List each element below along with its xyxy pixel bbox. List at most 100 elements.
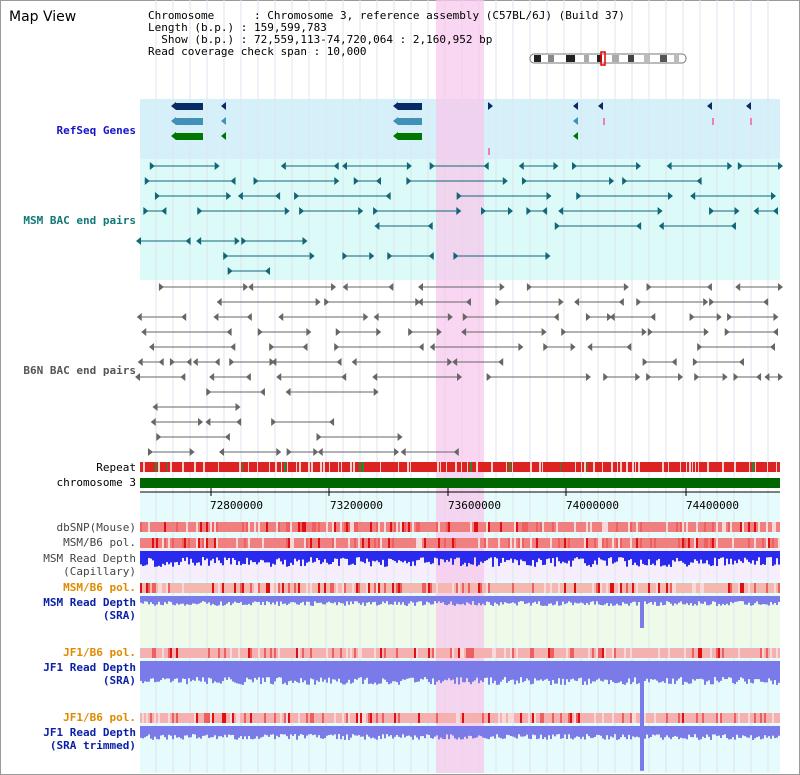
bac-end-marker (574, 298, 580, 306)
heat-cell (350, 522, 352, 532)
bac-end-marker (189, 448, 195, 456)
depth-bar (764, 596, 766, 605)
track-label-msm-depth-capillary[interactable]: MSM Read Depth (Capillary) (43, 552, 136, 578)
depth-bar (500, 661, 502, 682)
track-label-refseq[interactable]: RefSeq Genes (56, 124, 136, 137)
depth-bar (454, 726, 456, 739)
heat-cell (606, 538, 608, 548)
depth-bar (696, 551, 698, 561)
depth-bar (240, 726, 242, 736)
depth-bar (450, 661, 452, 681)
depth-bar (438, 726, 440, 740)
track-label-repeat[interactable]: Repeat (96, 461, 136, 474)
heat-cell (682, 522, 684, 532)
depth-bar (722, 726, 724, 736)
depth-bar (196, 726, 198, 739)
depth-bar (578, 661, 580, 679)
depth-bar (442, 661, 444, 682)
repeat-segment (512, 462, 513, 472)
depth-bar (666, 596, 668, 602)
depth-bar (386, 726, 388, 735)
depth-bar (186, 551, 188, 558)
bac-end-marker (205, 418, 211, 426)
depth-bar (434, 661, 436, 685)
track-label-dbsnp[interactable]: dbSNP(Mouse) (56, 521, 136, 534)
depth-bar (594, 661, 596, 682)
heat-cell (536, 538, 538, 548)
depth-bar (356, 726, 358, 736)
heat-cell (522, 522, 524, 532)
depth-bar (544, 726, 546, 738)
heat-cell (376, 713, 378, 723)
depth-bar (698, 661, 700, 679)
track-label-msm-b6-pol-2[interactable]: MSM/B6 pol. (63, 581, 136, 594)
track-label-jf1-b6-pol-2[interactable]: JF1/B6 pol. (63, 711, 136, 724)
depth-bar (714, 661, 716, 678)
bac-end-marker (224, 433, 230, 441)
track-label-b6n-bac[interactable]: B6N BAC end pairs (23, 364, 136, 377)
depth-bar (164, 661, 166, 680)
depth-bar (624, 661, 626, 685)
refseq-strand-marker (573, 132, 578, 140)
repeat-segment (143, 462, 145, 472)
heat-cell (644, 713, 646, 723)
heat-cell (188, 538, 190, 548)
depth-bar (604, 596, 606, 605)
track-label-jf1-b6-pol-1[interactable]: JF1/B6 pol. (63, 646, 136, 659)
refseq-gene-block (398, 118, 422, 125)
heat-cell (532, 713, 534, 723)
track-label-jf1-depth-sra[interactable]: JF1 Read Depth (SRA) (43, 661, 136, 687)
bac-end-marker (331, 283, 337, 291)
depth-bar (230, 726, 232, 736)
heat-cell (462, 713, 464, 723)
track-label-msm-depth-sra[interactable]: MSM Read Depth (SRA) (43, 596, 136, 622)
depth-bar (498, 726, 500, 738)
depth-bar (182, 551, 184, 558)
depth-bar (312, 726, 314, 736)
depth-bar (556, 596, 558, 602)
depth-bar (250, 596, 252, 606)
bac-end-marker (545, 252, 551, 260)
depth-bar (266, 596, 268, 602)
depth-bar (222, 726, 224, 738)
repeat-segment (698, 462, 699, 472)
heat-cell (184, 538, 186, 548)
track-label-msm-bac[interactable]: MSM BAC end pairs (23, 214, 136, 227)
depth-bar (344, 661, 346, 685)
bac-end-marker (546, 192, 552, 200)
bac-end-marker (143, 207, 149, 215)
heat-cell (632, 713, 634, 723)
heat-cell (292, 538, 294, 548)
bac-end-marker (626, 343, 632, 351)
depth-bar (420, 661, 422, 679)
depth-bar (208, 661, 210, 678)
bac-end-marker (218, 448, 224, 456)
repeat-segment (734, 462, 736, 472)
bac-end-marker (334, 343, 340, 351)
track-label-msm-b6-pol-1[interactable]: MSM/B6 pol. (63, 536, 136, 549)
heat-cell (684, 648, 686, 658)
bac-end-marker (196, 237, 202, 245)
depth-bar (746, 596, 748, 605)
depth-bar (536, 551, 538, 563)
depth-bar (584, 551, 586, 564)
depth-bar (610, 551, 612, 558)
track-label-chromosome[interactable]: chromosome 3 (56, 476, 136, 489)
depth-bar (250, 661, 252, 680)
depth-bar (300, 596, 302, 603)
depth-bar (212, 661, 214, 684)
heat-cell (398, 583, 400, 593)
bac-end-marker (241, 237, 247, 245)
depth-bar (488, 661, 490, 685)
depth-bar (530, 551, 532, 566)
track-label-jf1-depth-trimmed[interactable]: JF1 Read Depth (SRA trimmed) (43, 726, 136, 752)
refseq-strand-marker (393, 117, 398, 125)
depth-bar (674, 726, 676, 736)
bac-end-marker (453, 448, 459, 456)
depth-bar (754, 596, 756, 604)
heat-cell (392, 538, 394, 548)
depth-bar (254, 661, 256, 678)
depth-bar (434, 726, 436, 737)
depth-bar (514, 661, 516, 685)
depth-bar (206, 726, 208, 735)
